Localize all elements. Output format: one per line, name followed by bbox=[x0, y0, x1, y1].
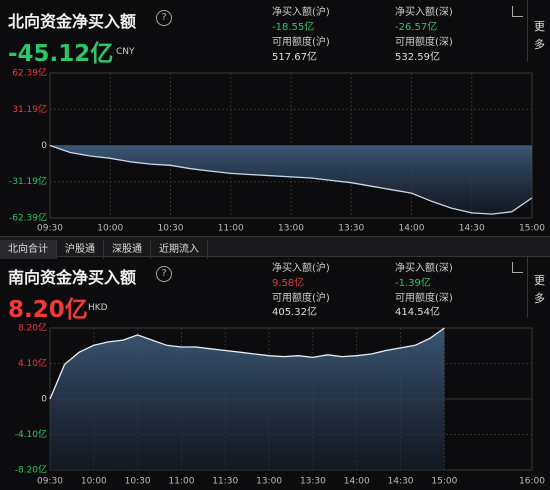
x-tick-label: 10:30 bbox=[158, 224, 184, 234]
x-tick-label: 13:00 bbox=[278, 224, 304, 234]
x-tick-label: 13:30 bbox=[300, 477, 326, 487]
stat-value: 517.67亿 bbox=[272, 52, 317, 63]
stat-label: 净买入额(沪) bbox=[272, 7, 330, 18]
y-tick-label: 0 bbox=[41, 141, 47, 151]
line bbox=[49, 144, 533, 215]
more-button[interactable]: 更多 bbox=[534, 20, 545, 51]
x-tick-label: 14:00 bbox=[399, 224, 425, 234]
stat-label: 可用额度(沪) bbox=[272, 293, 330, 304]
area bbox=[50, 328, 445, 470]
tab-bar: 北向合计 沪股通 深股通 近期流入 bbox=[0, 236, 550, 259]
south-title: 南向资金净买入额 bbox=[8, 268, 137, 287]
stat-label: 净买入额(沪) bbox=[272, 263, 330, 274]
north-currency: CNY bbox=[116, 47, 135, 57]
stat-value: 532.59亿 bbox=[395, 52, 440, 63]
stat-value: -26.57亿 bbox=[395, 22, 438, 33]
stat-value: 9.58亿 bbox=[272, 278, 305, 289]
y-tick-label: -8.20亿 bbox=[15, 464, 47, 476]
x-tick-label: 09:30 bbox=[37, 224, 63, 234]
more-button[interactable]: 更多 bbox=[534, 274, 545, 305]
stat-value: 414.54亿 bbox=[395, 307, 440, 318]
expand-icon[interactable] bbox=[512, 6, 523, 17]
stat-value: 405.32亿 bbox=[272, 307, 317, 318]
x-tick-label: 09:30 bbox=[37, 477, 63, 487]
help-icon[interactable]: ? bbox=[156, 266, 172, 282]
stat-label: 净买入额(深) bbox=[395, 263, 453, 274]
y-tick-label: 8.20亿 bbox=[18, 322, 47, 334]
y-tick-label: 4.10亿 bbox=[18, 357, 47, 369]
x-tick-label: 10:00 bbox=[97, 224, 123, 234]
y-tick-label: 0 bbox=[41, 395, 47, 405]
y-tick-label: 62.39亿 bbox=[12, 67, 47, 79]
x-tick-label: 10:30 bbox=[125, 477, 151, 487]
separator bbox=[527, 256, 528, 318]
tab[interactable]: 北向合计 bbox=[0, 240, 57, 259]
stat-label: 可用额度(沪) bbox=[272, 37, 330, 48]
y-tick-label: -4.10亿 bbox=[15, 428, 47, 440]
x-tick-label: 10:00 bbox=[81, 477, 107, 487]
south-currency: HKD bbox=[88, 303, 108, 313]
stat-label: 净买入额(深) bbox=[395, 7, 453, 18]
x-tick-label: 11:00 bbox=[168, 477, 194, 487]
y-tick-label: 31.19亿 bbox=[12, 103, 47, 115]
area bbox=[50, 145, 532, 215]
x-tick-label: 15:00 bbox=[431, 477, 457, 487]
stat-label: 可用额度(深) bbox=[395, 37, 453, 48]
north-title: 北向资金净买入额 bbox=[8, 12, 137, 31]
tab[interactable]: 近期流入 bbox=[151, 240, 208, 259]
stat-value: -1.39亿 bbox=[395, 278, 431, 289]
north-value: -45.12亿 bbox=[8, 41, 114, 67]
x-tick-label: 14:30 bbox=[388, 477, 414, 487]
expand-icon[interactable] bbox=[512, 262, 523, 273]
x-tick-label: 15:00 bbox=[519, 224, 545, 234]
stat-label: 可用额度(深) bbox=[395, 293, 453, 304]
tab[interactable]: 深股通 bbox=[104, 240, 151, 259]
x-tick-label: 14:30 bbox=[459, 224, 485, 234]
tab[interactable]: 沪股通 bbox=[57, 240, 104, 259]
x-tick-label: 11:00 bbox=[218, 224, 244, 234]
x-tick-label: 13:00 bbox=[256, 477, 282, 487]
x-tick-label: 16:00 bbox=[519, 477, 545, 487]
stat-value: -18.55亿 bbox=[272, 22, 315, 33]
help-icon[interactable]: ? bbox=[156, 10, 172, 26]
y-tick-label: -31.19亿 bbox=[9, 175, 47, 187]
x-tick-label: 14:00 bbox=[344, 477, 370, 487]
x-tick-label: 13:30 bbox=[338, 224, 364, 234]
separator bbox=[527, 0, 528, 62]
line bbox=[49, 327, 445, 400]
x-tick-label: 11:30 bbox=[212, 477, 238, 487]
south-value: 8.20亿 bbox=[8, 297, 88, 323]
y-tick-label: -62.39亿 bbox=[9, 212, 47, 224]
